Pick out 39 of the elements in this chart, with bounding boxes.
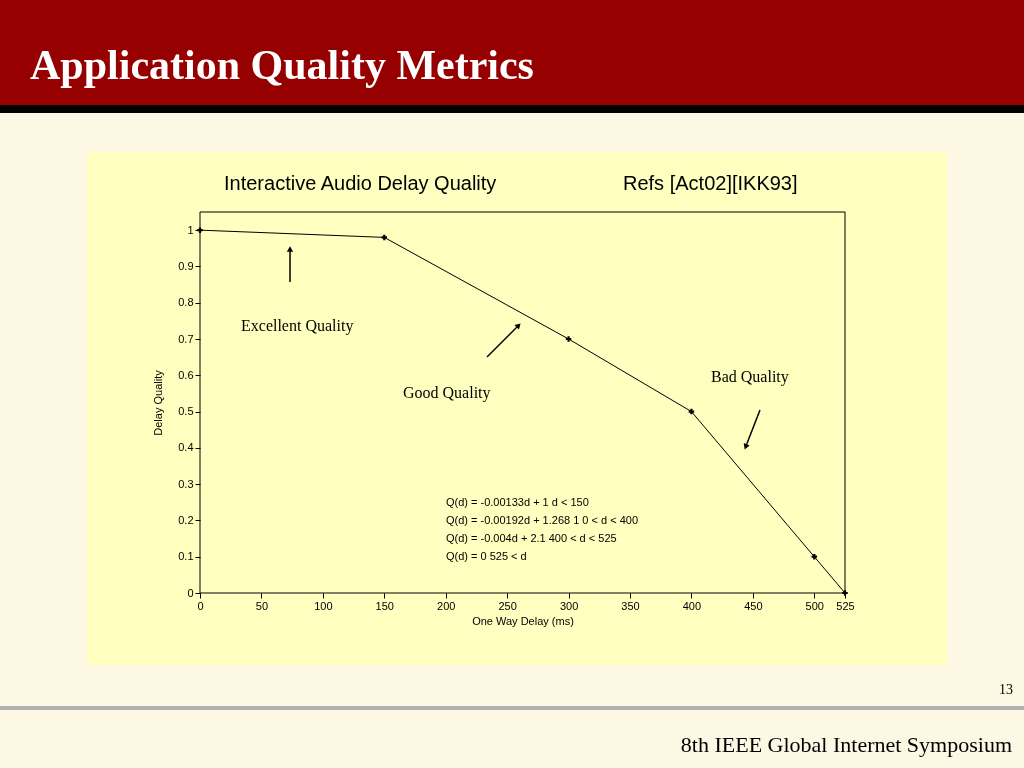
x-tick-label: 450 — [744, 599, 763, 612]
y-tick-label: 0.5 — [178, 405, 194, 418]
y-tick-label: 1 — [187, 223, 194, 236]
x-tick-label: 525 — [836, 599, 855, 612]
x-tick-label: 200 — [437, 599, 456, 612]
x-tick-label: 300 — [559, 599, 579, 612]
annotation: Q(d) = -0.00133d + 1 d < 150 — [446, 496, 589, 508]
y-tick-label: 0.2 — [178, 513, 194, 526]
annotation: Bad Quality — [711, 368, 789, 386]
text: Refs [Act02][IKK93] — [623, 172, 798, 194]
y-tick-label: 0.6 — [178, 368, 194, 381]
x-axis-title: One Way Delay (ms) — [472, 614, 574, 627]
x-tick-label: 0 — [197, 599, 204, 612]
chart-title: Application Quality Metrics — [30, 42, 534, 88]
annotation: Q(d) = 0 525 < d — [446, 550, 527, 562]
x-tick-label: 400 — [682, 599, 702, 612]
chart-subtitle: Interactive Audio Delay Quality — [224, 172, 497, 194]
text: 13 — [999, 682, 1013, 697]
x-tick-label: 250 — [498, 599, 517, 612]
y-tick-label: 0.9 — [178, 259, 194, 272]
x-tick-label: 350 — [621, 599, 640, 612]
annotation: Excellent Quality — [241, 317, 354, 335]
annotation: Q(d) = -0.00192d + 1.268 1 0 < d < 400 — [446, 514, 639, 526]
point — [688, 408, 695, 415]
text: 8th IEEE Global Internet Symposium — [680, 732, 1012, 757]
y-tick-label: 0.4 — [178, 441, 194, 454]
x-tick-label: 500 — [805, 599, 824, 612]
annotation: Good Quality — [403, 384, 491, 402]
x-tick-label: 150 — [375, 599, 394, 612]
y-axis-title: Delay Quality — [152, 369, 165, 436]
annotation: Q(d) = -0.004d + 2.1 400 < d < 525 — [446, 532, 617, 544]
y-tick-label: 0.1 — [178, 550, 194, 563]
y-tick-label: 0.3 — [178, 477, 194, 490]
y-tick-label: 0 — [187, 586, 194, 599]
x-tick-label: 50 — [255, 599, 269, 612]
y-tick-label: 0.8 — [178, 296, 194, 309]
point — [565, 336, 572, 342]
x-tick-label: 100 — [314, 599, 333, 612]
y-tick-label: 0.7 — [178, 332, 194, 345]
